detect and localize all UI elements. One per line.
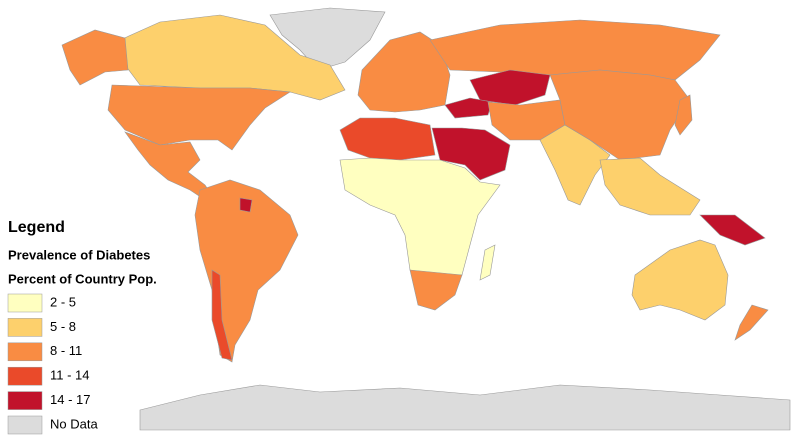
russia [429, 19, 721, 81]
legend-subtitle: Prevalence of Diabetes [8, 247, 150, 262]
legend-label: 5 - 8 [50, 319, 76, 334]
legend-label: No Data [50, 416, 98, 431]
greenland [269, 7, 386, 71]
legend-swatch [7, 293, 43, 313]
alaska [61, 29, 129, 86]
legend-swatch [7, 318, 43, 337]
canada [119, 14, 346, 101]
new-zealand [734, 304, 769, 341]
africa [339, 157, 501, 276]
usa [107, 84, 291, 151]
legend-subtitle: Percent of Country Pop. [8, 271, 157, 286]
legend-label: 14 - 17 [50, 392, 90, 407]
se-asia [599, 157, 701, 216]
png [699, 214, 766, 246]
legend-label: 2 - 5 [50, 294, 76, 309]
legend-swatch [7, 415, 43, 435]
legend-title: Legend [8, 219, 65, 236]
china [549, 69, 691, 161]
legend-label: 8 - 11 [50, 343, 82, 358]
legend-swatch [7, 366, 43, 386]
legend: Legend Prevalence of Diabetes Percent of… [7, 219, 157, 435]
japan [674, 94, 693, 136]
legend-label: 11 - 14 [50, 368, 90, 383]
antarctica [139, 384, 791, 431]
chile [211, 269, 233, 361]
guyana [239, 197, 253, 213]
legend-swatch [7, 342, 43, 362]
south-africa [409, 269, 463, 311]
north-africa [339, 117, 436, 161]
kazakhstan [469, 69, 551, 106]
arabia [431, 127, 511, 181]
legend-swatch [7, 391, 43, 410]
madagascar [479, 244, 496, 281]
landmasses [61, 7, 791, 431]
turkey [444, 97, 493, 119]
australia [631, 239, 729, 321]
